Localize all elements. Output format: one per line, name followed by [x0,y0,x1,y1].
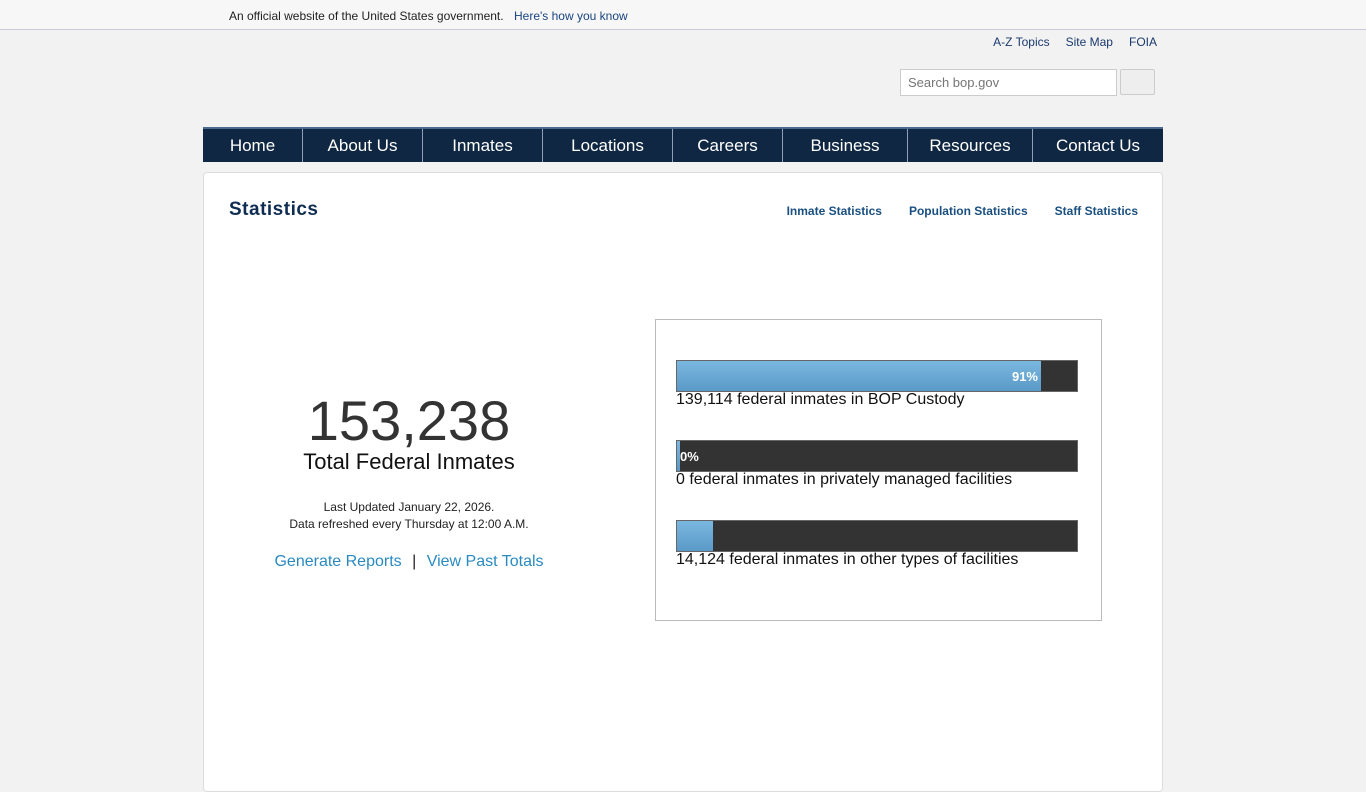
progress-caption: 14,124 federal inmates in other types of… [676,551,1019,568]
site-map-link[interactable]: Site Map [1065,35,1113,49]
stats-subnav: Inmate Statistics Population Statistics St… [760,204,1138,218]
foia-link[interactable]: FOIA [1128,35,1157,49]
search-button[interactable] [1120,69,1155,95]
progress-fill: 91% [677,361,1041,391]
progress-caption: 0 federal inmates in privately managed f… [676,471,1013,488]
progress-percent: 0% [680,449,699,464]
progress-fill [677,441,680,471]
nav-home[interactable]: Home [203,129,303,162]
progress-bar [676,520,1078,552]
nav-contact-us[interactable]: Contact Us [1055,135,1141,155]
main-nav: Home About Us Inmates Locations Careers … [203,127,1163,162]
inmate-statistics-link[interactable]: Inmate Statistics [786,204,882,218]
refresh-note: Data refreshed every Thursday at 12:00 A… [289,517,529,531]
progress-percent: 91% [1011,369,1038,384]
last-updated: Last Updated January 22, 2026. [323,500,495,514]
nav-about-us[interactable]: About Us [303,129,423,162]
staff-statistics-link[interactable]: Staff Statistics [1054,204,1138,218]
view-past-totals-link[interactable]: View Past Totals [426,553,544,570]
gov-banner-text: An official website of the United States… [229,9,504,23]
progress-bar: 0% [676,440,1078,472]
separator: | [412,553,417,570]
progress-bar: 91% [676,360,1078,392]
content-panel: Statistics Inmate Statistics Population S… [203,172,1163,792]
progress-caption: 139,114 federal inmates in BOP Custody [676,391,965,408]
population-breakdown: 91% 139,114 federal inmates in BOP Custod… [655,319,1102,621]
nav-locations[interactable]: Locations [543,129,673,162]
total-label: Total Federal Inmates [303,449,515,474]
population-statistics-link[interactable]: Population Statistics [908,204,1028,218]
generate-reports-link[interactable]: Generate Reports [274,553,402,570]
progress-fill [677,521,713,551]
total-summary: 153,238 Total Federal Inmates Last Updat… [234,388,584,571]
utility-links: A-Z Topics Site Map FOIA [977,35,1157,49]
nav-business[interactable]: Business [783,129,908,162]
nav-inmates[interactable]: Inmates [423,129,543,162]
nav-careers[interactable]: Careers [673,129,783,162]
gov-banner: An official website of the United States… [0,0,1366,30]
nav-resources[interactable]: Resources [908,129,1033,162]
how-you-know-link[interactable]: Here's how you know [514,9,628,23]
az-topics-link[interactable]: A-Z Topics [993,35,1050,49]
total-count: 153,238 [307,389,511,452]
page-title: Statistics [229,199,319,220]
search-input[interactable] [900,69,1117,96]
